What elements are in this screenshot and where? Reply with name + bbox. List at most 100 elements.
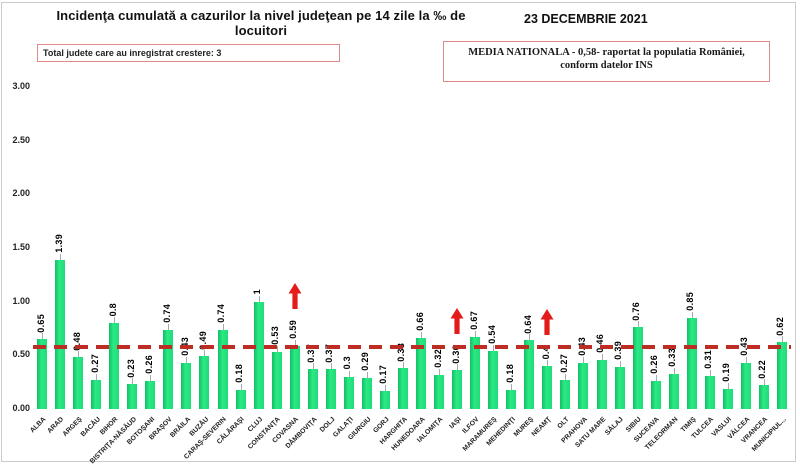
bar-value-label: 0.62	[775, 316, 786, 336]
bar	[217, 329, 228, 409]
value-label-leader-line	[204, 350, 206, 357]
bar	[650, 381, 661, 409]
value-label-leader-line	[60, 253, 62, 260]
growth-counties-note: Total judete care au inregistrat crester…	[37, 44, 340, 62]
increase-arrow-icon	[540, 309, 554, 336]
bar-value-label: 0.18	[234, 363, 245, 383]
value-label-leader-line	[709, 369, 711, 376]
value-label-leader-line	[330, 363, 332, 370]
bar	[73, 357, 84, 409]
value-label-leader-line	[384, 384, 386, 391]
bar-value-label: 0.18	[504, 363, 515, 383]
county-label: MUNICIPIUL...	[750, 416, 788, 454]
value-label-leader-line	[637, 321, 639, 328]
bar-value-label: 0.76	[631, 301, 642, 321]
bar-value-label: 0.22	[757, 359, 768, 379]
y-axis-tick-label: 3.00	[12, 81, 30, 91]
value-label-leader-line	[258, 295, 260, 302]
bar-value-label: 1	[252, 289, 263, 295]
value-label-leader-line	[547, 360, 549, 367]
value-label-leader-line	[475, 331, 477, 338]
county-label: OLT	[556, 416, 571, 431]
bar	[758, 385, 769, 409]
bar-value-label: 0.8	[107, 302, 118, 317]
value-label-leader-line	[78, 351, 80, 358]
bar	[325, 369, 336, 409]
bar	[343, 376, 354, 409]
bar	[524, 340, 535, 409]
bar	[416, 338, 427, 409]
value-label-leader-line	[745, 356, 747, 363]
bar	[271, 352, 282, 409]
bar-value-label: 0.74	[216, 303, 226, 323]
bar-value-label: 0.64	[522, 314, 533, 334]
bar	[668, 373, 679, 409]
bar-value-label: 1.39	[53, 234, 64, 253]
bar	[452, 370, 463, 409]
value-label-leader-line	[168, 323, 170, 330]
bar	[235, 389, 246, 409]
county-label: IAŞI	[448, 416, 463, 431]
bar	[704, 375, 715, 409]
bar-value-label: 0.33	[667, 347, 678, 367]
bar	[434, 374, 445, 409]
value-label-leader-line	[186, 356, 188, 363]
bar-value-label: 0.67	[468, 311, 479, 331]
bar-value-label: 0.27	[89, 354, 100, 374]
national-average-note: MEDIA NATIONALA - 0,58- raportat la popu…	[443, 41, 770, 82]
bar	[686, 317, 697, 409]
value-label-leader-line	[601, 353, 603, 360]
bar-value-label: 0.53	[270, 326, 281, 346]
bar-value-label: 0.26	[143, 355, 154, 375]
bar	[596, 359, 607, 409]
value-label-leader-line	[132, 378, 134, 385]
bar-value-label: 0.17	[378, 365, 389, 384]
bar-value-label: 0.31	[703, 350, 714, 369]
bar	[307, 369, 318, 409]
bar	[614, 367, 625, 409]
bar-value-label: 0.54	[486, 325, 497, 345]
value-label-leader-line	[583, 356, 585, 363]
bar	[722, 388, 733, 409]
chart-title: Incidenţa cumulată a cazurilor la nivel …	[56, 8, 466, 38]
bar	[361, 377, 372, 409]
bar	[181, 362, 192, 409]
bar	[379, 390, 390, 409]
bar	[127, 384, 138, 409]
y-axis-tick-label: 0.00	[12, 403, 30, 413]
growth-counties-text: Total judete care au inregistrat crester…	[43, 48, 222, 58]
bar	[55, 259, 66, 409]
bar-value-label: 0.26	[649, 355, 660, 375]
value-label-leader-line	[655, 375, 657, 382]
bar	[488, 351, 499, 409]
bar	[37, 339, 48, 409]
bar	[253, 301, 264, 409]
bar	[145, 381, 156, 409]
bar-value-label: 0.74	[161, 303, 172, 323]
y-axis-tick-label: 1.50	[12, 242, 30, 252]
value-label-leader-line	[366, 371, 368, 378]
bar	[542, 366, 553, 409]
bar-value-label: 0.66	[414, 312, 425, 332]
value-label-leader-line	[222, 323, 224, 330]
y-axis-tick-label: 0.50	[12, 349, 30, 360]
bar	[578, 362, 589, 409]
value-label-leader-line	[457, 364, 459, 371]
bar-value-label: 0.46	[595, 333, 605, 353]
value-label-leader-line	[348, 370, 350, 377]
bar	[91, 380, 102, 409]
increase-arrow-icon	[450, 307, 464, 334]
bar-value-label: 0.23	[125, 358, 136, 378]
bar-value-label: 0.85	[685, 292, 696, 311]
value-label-leader-line	[565, 374, 567, 381]
value-label-leader-line	[240, 383, 242, 390]
value-label-leader-line	[312, 363, 314, 370]
national-average-reference-line	[33, 344, 791, 349]
value-label-leader-line	[276, 346, 278, 353]
y-axis-tick-label: 2.00	[12, 188, 30, 199]
value-label-leader-line	[439, 368, 441, 375]
bar	[397, 368, 408, 409]
bar	[740, 362, 751, 409]
bar-value-label: 0.27	[558, 354, 569, 374]
